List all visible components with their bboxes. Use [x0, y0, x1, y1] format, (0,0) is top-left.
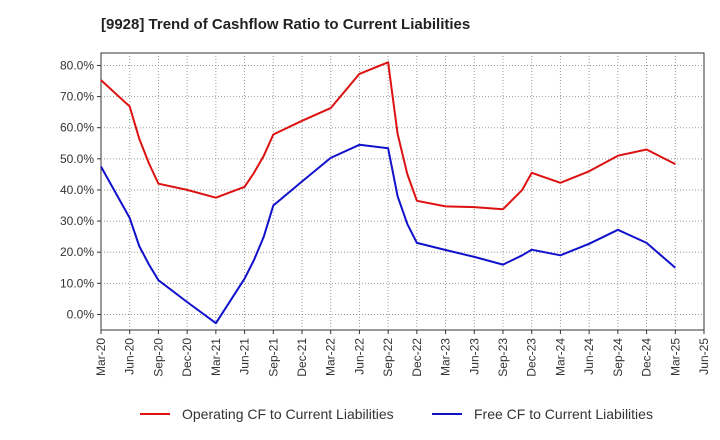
y-tick-label: 0.0% [67, 307, 95, 321]
y-tick-label: 20.0% [60, 245, 94, 259]
y-tick-label: 50.0% [60, 152, 94, 166]
x-tick-label: Mar-23 [439, 338, 453, 376]
x-tick-label: Sep-24 [611, 338, 625, 377]
x-tick-label: Sep-23 [496, 338, 510, 377]
x-tick-label: Jun-20 [123, 338, 137, 375]
x-tick-label: Jun-21 [238, 338, 252, 375]
x-tick-label: Mar-22 [324, 338, 338, 376]
x-tick-label: Dec-21 [295, 338, 309, 377]
y-tick-label: 40.0% [60, 183, 94, 197]
grid-lines [101, 53, 704, 330]
x-tick-label: Mar-20 [94, 338, 108, 376]
plot-area [100, 52, 705, 331]
x-tick-label: Sep-20 [151, 338, 165, 377]
x-tick-label: Dec-22 [410, 338, 424, 377]
y-tick-label: 70.0% [60, 90, 94, 104]
x-tick-label: Sep-22 [381, 338, 395, 377]
x-axis-ticks: Mar-20 Jun-20 Sep-20 Dec-20 Mar-21 Jun-21 Sep-… [94, 330, 711, 377]
y-tick-label: 10.0% [60, 276, 94, 290]
x-tick-label: Dec-23 [525, 338, 539, 377]
x-tick-label: Dec-24 [640, 338, 654, 377]
series-lines [100, 61, 676, 325]
x-tick-label: Jun-24 [582, 338, 596, 375]
series-line-1 [100, 61, 676, 211]
x-tick-label: Mar-21 [209, 338, 223, 376]
x-tick-label: Jun-25 [697, 338, 711, 375]
y-axis-ticks: 0.0% 10.0% 20.0% 30.0% 40.0% 50.0% 60.0% 70.0% 8… [60, 58, 101, 321]
chart-title: [9928] Trend of Cashflow Ratio to Curren… [101, 16, 471, 33]
legend-label-2: Free CF to Current Liabilities [474, 406, 653, 422]
legend-label-1: Operating CF to Current Liabilities [182, 406, 394, 422]
x-tick-label: Jun-23 [467, 338, 481, 375]
x-tick-label: Jun-22 [352, 338, 366, 375]
legend: Operating CF to Current Liabilities Free … [140, 406, 653, 422]
x-tick-label: Sep-21 [266, 338, 280, 377]
y-tick-label: 60.0% [60, 121, 94, 135]
x-tick-label: Mar-24 [553, 338, 567, 376]
x-tick-label: Mar-25 [668, 338, 682, 376]
y-tick-label: 30.0% [60, 214, 94, 228]
series-line-2 [100, 143, 676, 325]
y-tick-label: 80.0% [60, 58, 94, 72]
x-tick-label: Dec-20 [180, 338, 194, 377]
